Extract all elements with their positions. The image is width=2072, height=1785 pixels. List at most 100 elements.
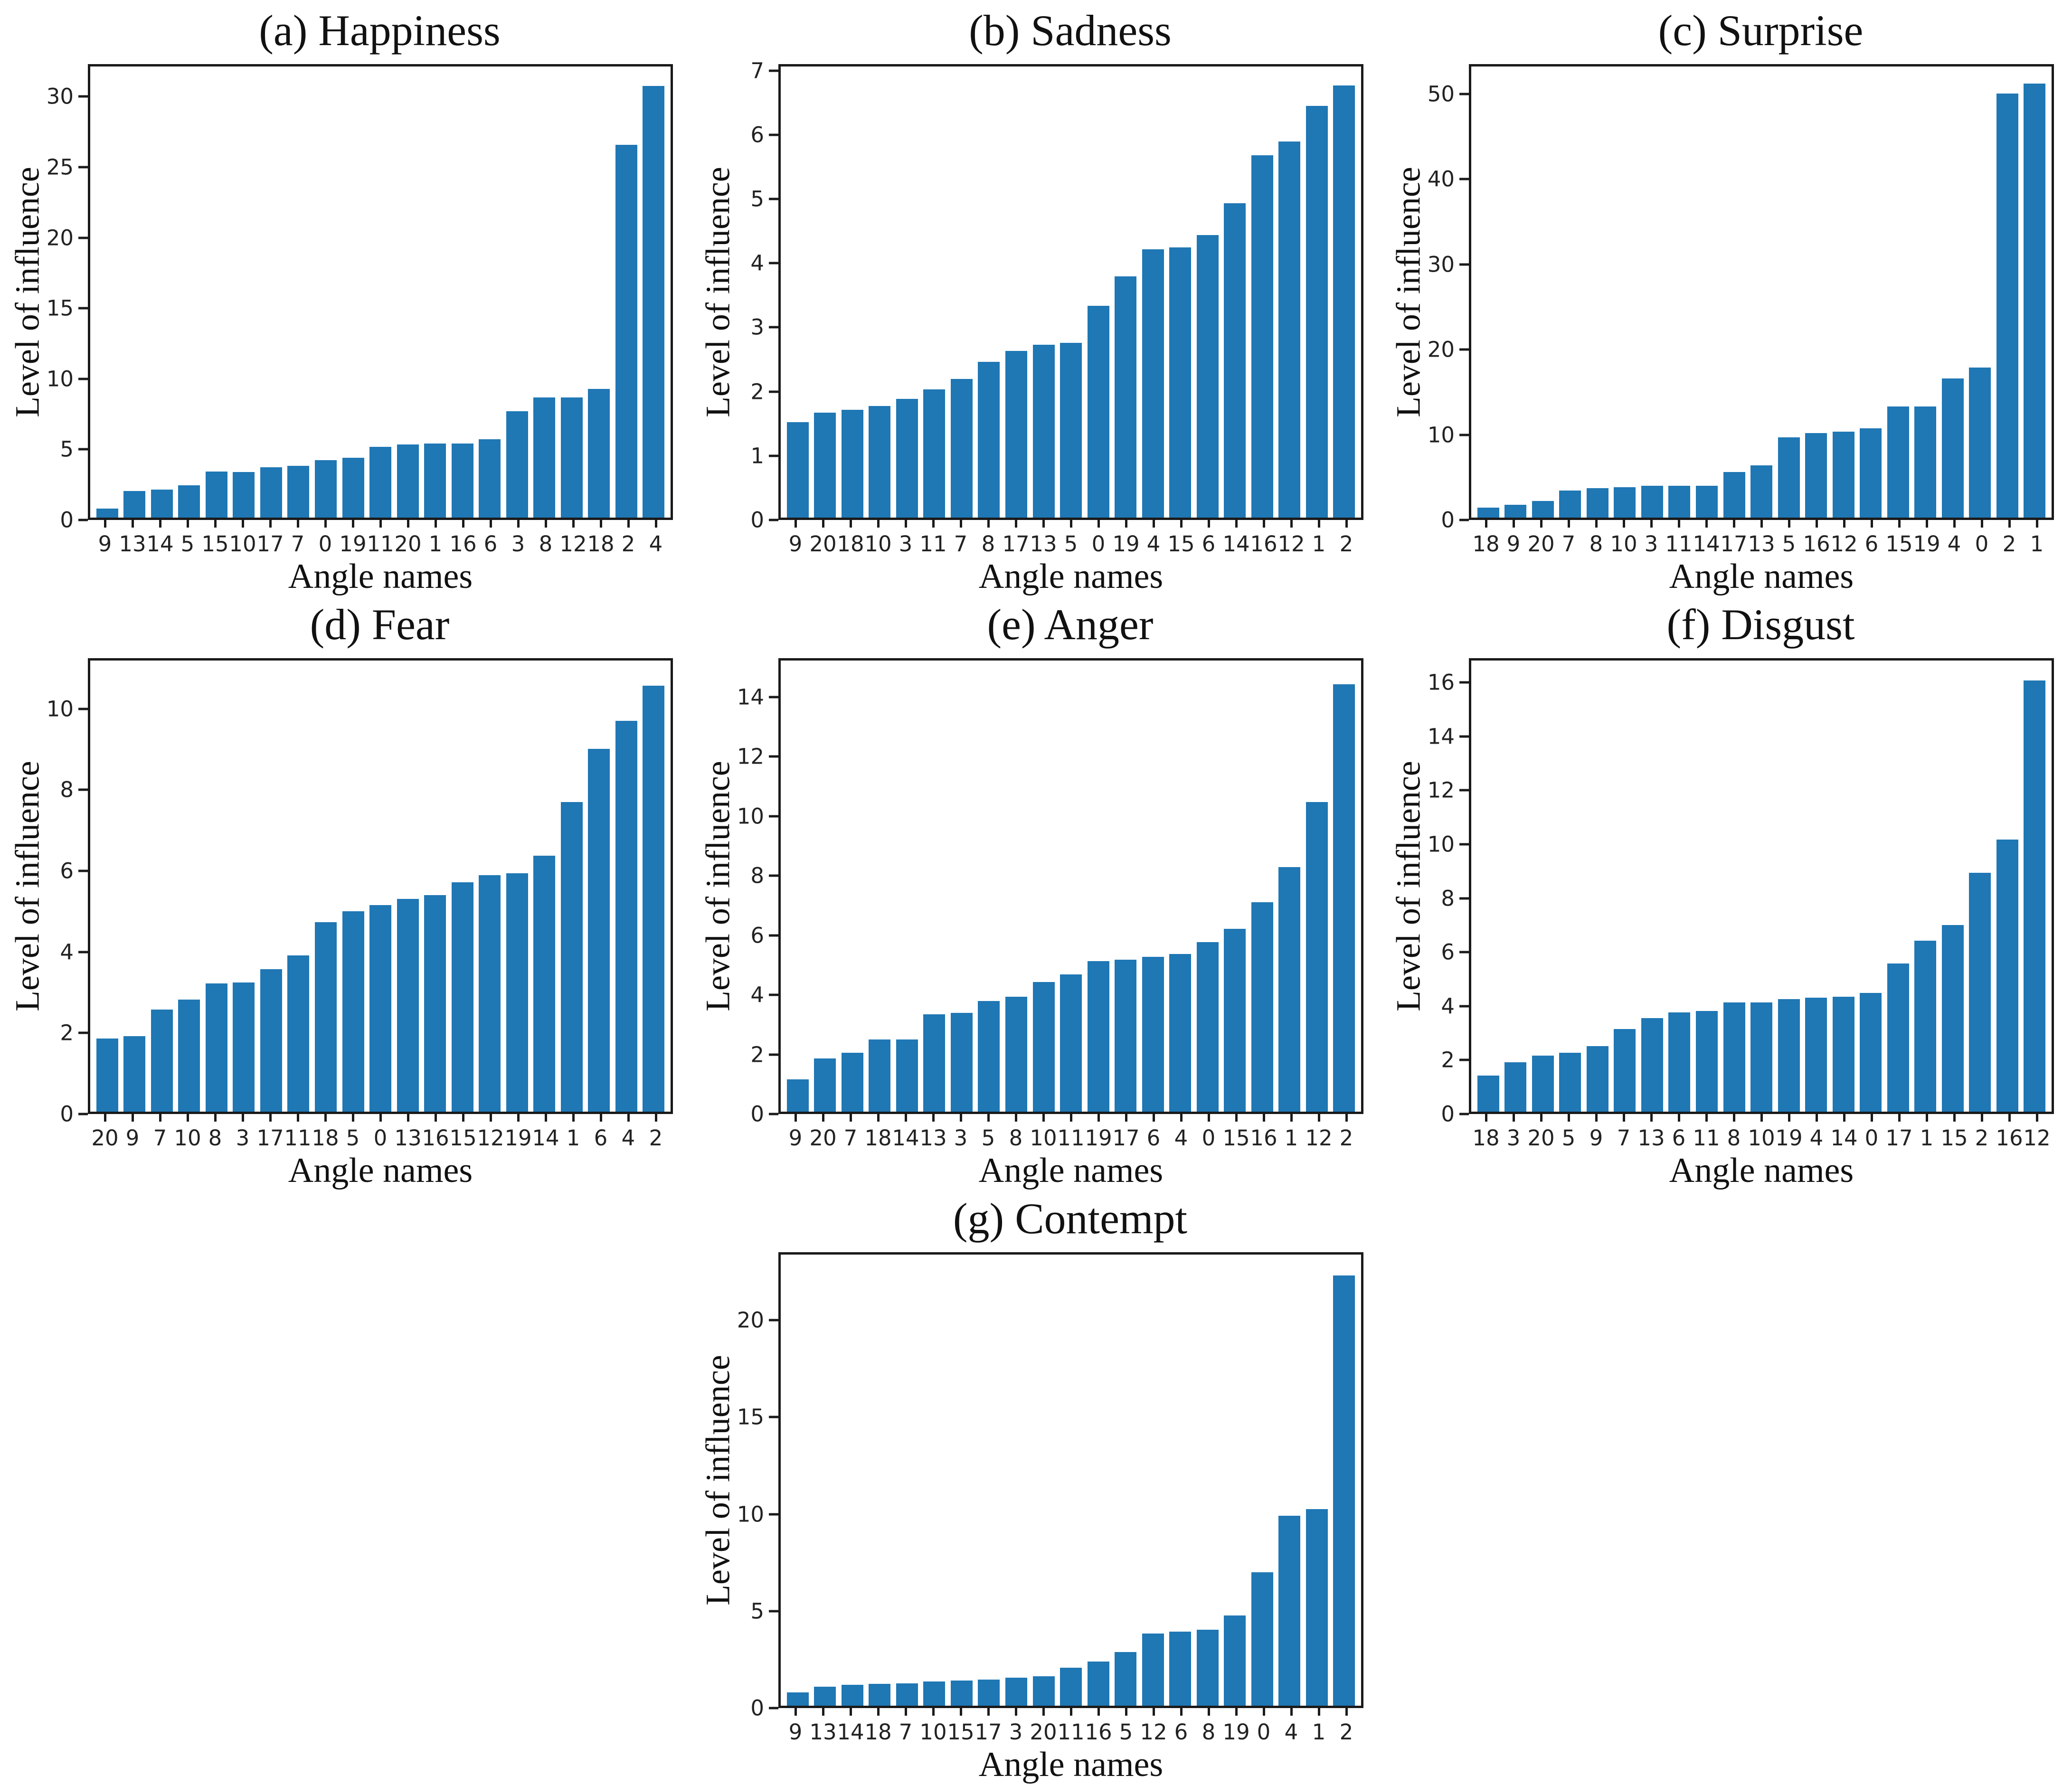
bar-angle-17	[260, 969, 282, 1112]
bar-angle-4	[615, 720, 637, 1112]
x-tick: 7	[892, 1708, 919, 1745]
x-tick-value: 15	[1222, 1125, 1250, 1151]
bar-slot	[1721, 66, 1748, 518]
x-tick-value: 1	[428, 531, 443, 557]
bar-angle-9	[96, 508, 118, 518]
x-tick-mark	[932, 1114, 935, 1122]
y-axis: 0 5 10 15 20 25 30	[0, 64, 88, 533]
x-tick: 7	[146, 1114, 174, 1151]
y-tick-mark	[78, 378, 88, 380]
y-tick: 15	[47, 296, 88, 321]
y-axis: 0 2 4 6 8 10	[0, 658, 88, 1127]
y-tick-value: 6	[60, 858, 74, 884]
y-tick: 6	[750, 923, 778, 948]
bar-slot	[203, 661, 230, 1112]
bar-slot	[1748, 661, 1775, 1112]
x-tick: 10	[1030, 1114, 1057, 1151]
bar-angle-13	[1641, 1018, 1663, 1112]
y-tick: 50	[1428, 81, 1469, 106]
x-tick-mark	[1595, 520, 1598, 528]
x-tick-mark	[822, 1114, 824, 1122]
bar-angle-11	[369, 447, 392, 518]
bar-angle-18	[869, 1039, 891, 1112]
x-axis-label: Angle names	[288, 1151, 473, 1190]
bar-slot	[1139, 66, 1167, 518]
bar-slot	[1748, 66, 1775, 518]
bar-angle-15	[205, 471, 227, 518]
bar-slot	[948, 661, 975, 1112]
y-axis: 0 2 4 6 8 10 12 14 16	[1381, 658, 1469, 1127]
x-axis: 9 20 7 18 14 13 3 5 8 10 11 19 17 6 4 0 15 16 1 12 2	[778, 1114, 1363, 1151]
bar-slot	[1967, 66, 1994, 518]
bar-slot	[2021, 661, 2049, 1112]
bar-slot	[893, 661, 921, 1112]
y-tick-value: 10	[737, 1502, 764, 1527]
y-tick-mark	[769, 1053, 778, 1056]
y-tick: 3	[750, 315, 778, 340]
x-tick-value: 0	[1864, 1125, 1879, 1151]
y-tick: 12	[1428, 778, 1469, 803]
x-tick-value: 2	[1339, 1125, 1353, 1151]
bar-slot	[1112, 66, 1139, 518]
x-tick-value: 5	[1064, 531, 1078, 557]
x-tick-value: 16	[1250, 531, 1277, 557]
bar-slot	[1666, 661, 1694, 1112]
bar-slot	[1249, 1255, 1276, 1706]
y-tick-mark	[769, 198, 778, 200]
x-tick: 13	[119, 520, 146, 557]
x-tick: 8	[1195, 1708, 1222, 1745]
y-tick-mark	[1459, 263, 1469, 266]
bar-angle-10	[1032, 982, 1055, 1112]
bar-angle-4	[1278, 1515, 1301, 1706]
x-tick-value: 3	[954, 1125, 968, 1151]
x-tick-value: 7	[899, 1719, 913, 1745]
bar-angle-6	[1196, 235, 1219, 518]
bar-slot	[1221, 1255, 1249, 1706]
x-tick-value: 11	[284, 1125, 312, 1151]
x-tick-mark	[407, 520, 409, 528]
x-tick-mark	[849, 1114, 852, 1122]
x-tick-value: 13	[1748, 531, 1775, 557]
x-tick-mark	[1290, 520, 1293, 528]
x-tick-value: 16	[1996, 1125, 2023, 1151]
chart-title: (c) Surprise	[1658, 6, 1864, 55]
x-tick-value: 13	[1637, 1125, 1665, 1151]
bar-angle-19	[506, 873, 528, 1112]
x-tick: 16	[449, 520, 477, 557]
y-tick: 15	[737, 1405, 778, 1430]
x-tick-value: 10	[1748, 1125, 1775, 1151]
x-tick-mark	[1207, 520, 1210, 528]
y-tick-value: 50	[1427, 81, 1455, 107]
x-tick: 20	[1030, 1708, 1057, 1745]
y-tick: 20	[1428, 337, 1469, 362]
x-tick-mark	[1677, 520, 1680, 528]
x-tick-mark	[407, 1114, 409, 1122]
x-tick-mark	[269, 520, 272, 528]
x-tick-mark	[1595, 1114, 1598, 1122]
bar-angle-18	[1477, 507, 1499, 518]
bar-slot	[1912, 661, 1940, 1112]
x-tick: 15	[947, 1708, 975, 1745]
x-tick: 1	[1305, 1708, 1333, 1745]
bar-slot	[1994, 661, 2021, 1112]
bar-angle-2	[1996, 93, 2018, 518]
x-tick-mark	[1953, 1114, 1956, 1122]
x-tick-mark	[1898, 1114, 1901, 1122]
y-tick-mark	[78, 708, 88, 710]
x-tick-mark	[599, 520, 602, 528]
x-tick-value: 14	[146, 531, 174, 557]
y-tick-mark	[769, 1416, 778, 1418]
y-tick: 2	[750, 379, 778, 404]
x-tick-mark	[1262, 1708, 1265, 1716]
bar-angle-1	[424, 444, 446, 518]
x-tick: 15	[201, 520, 229, 557]
x-tick: 18	[1472, 520, 1500, 557]
bar-angle-3	[506, 411, 528, 518]
x-tick: 5	[339, 1114, 367, 1151]
x-tick-value: 4	[1174, 1125, 1188, 1151]
x-tick-value: 18	[864, 1125, 892, 1151]
x-tick: 13	[1748, 520, 1775, 557]
bar-slot	[503, 66, 531, 518]
y-tick-value: 2	[1441, 1047, 1455, 1073]
